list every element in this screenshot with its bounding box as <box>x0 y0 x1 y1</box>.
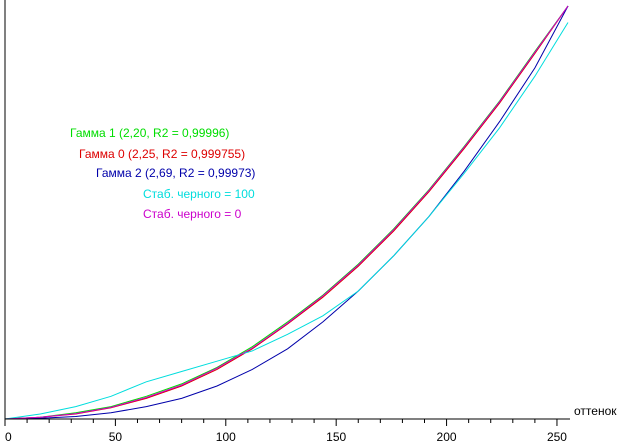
x-tick-label-150: 150 <box>326 430 346 444</box>
x-axis-label: оттенок <box>574 404 617 418</box>
legend-entry-5: Стаб. черного = 0 <box>143 207 242 221</box>
legend: Гамма 1 (2,20, R2 = 0,99996) Гамма 0 (2,2… <box>70 126 255 221</box>
x-tick-label-0: 0 <box>5 430 12 444</box>
legend-entry-4: Стаб. черного = 100 <box>143 187 255 201</box>
x-tick-label-250: 250 <box>547 430 567 444</box>
x-tick-label-100: 100 <box>216 430 236 444</box>
x-tick-label-50: 50 <box>109 430 123 444</box>
legend-entry-3: Гамма 2 (2,69, R2 = 0,99973) <box>96 166 255 180</box>
series-line-3 <box>4 5 569 420</box>
legend-entry-2: Гамма 0 (2,25, R2 = 0,999755) <box>79 147 245 161</box>
legend-entry-1: Гамма 1 (2,20, R2 = 0,99996) <box>70 126 229 140</box>
series-layer <box>4 5 569 420</box>
series-line-5 <box>4 5 569 420</box>
series-line-2 <box>4 5 569 420</box>
ticks-layer: 0 50 100 150 200 250 <box>4 419 567 444</box>
x-tick-label-200: 200 <box>437 430 457 444</box>
series-line-4 <box>4 22 569 420</box>
series-line-1 <box>4 5 569 420</box>
